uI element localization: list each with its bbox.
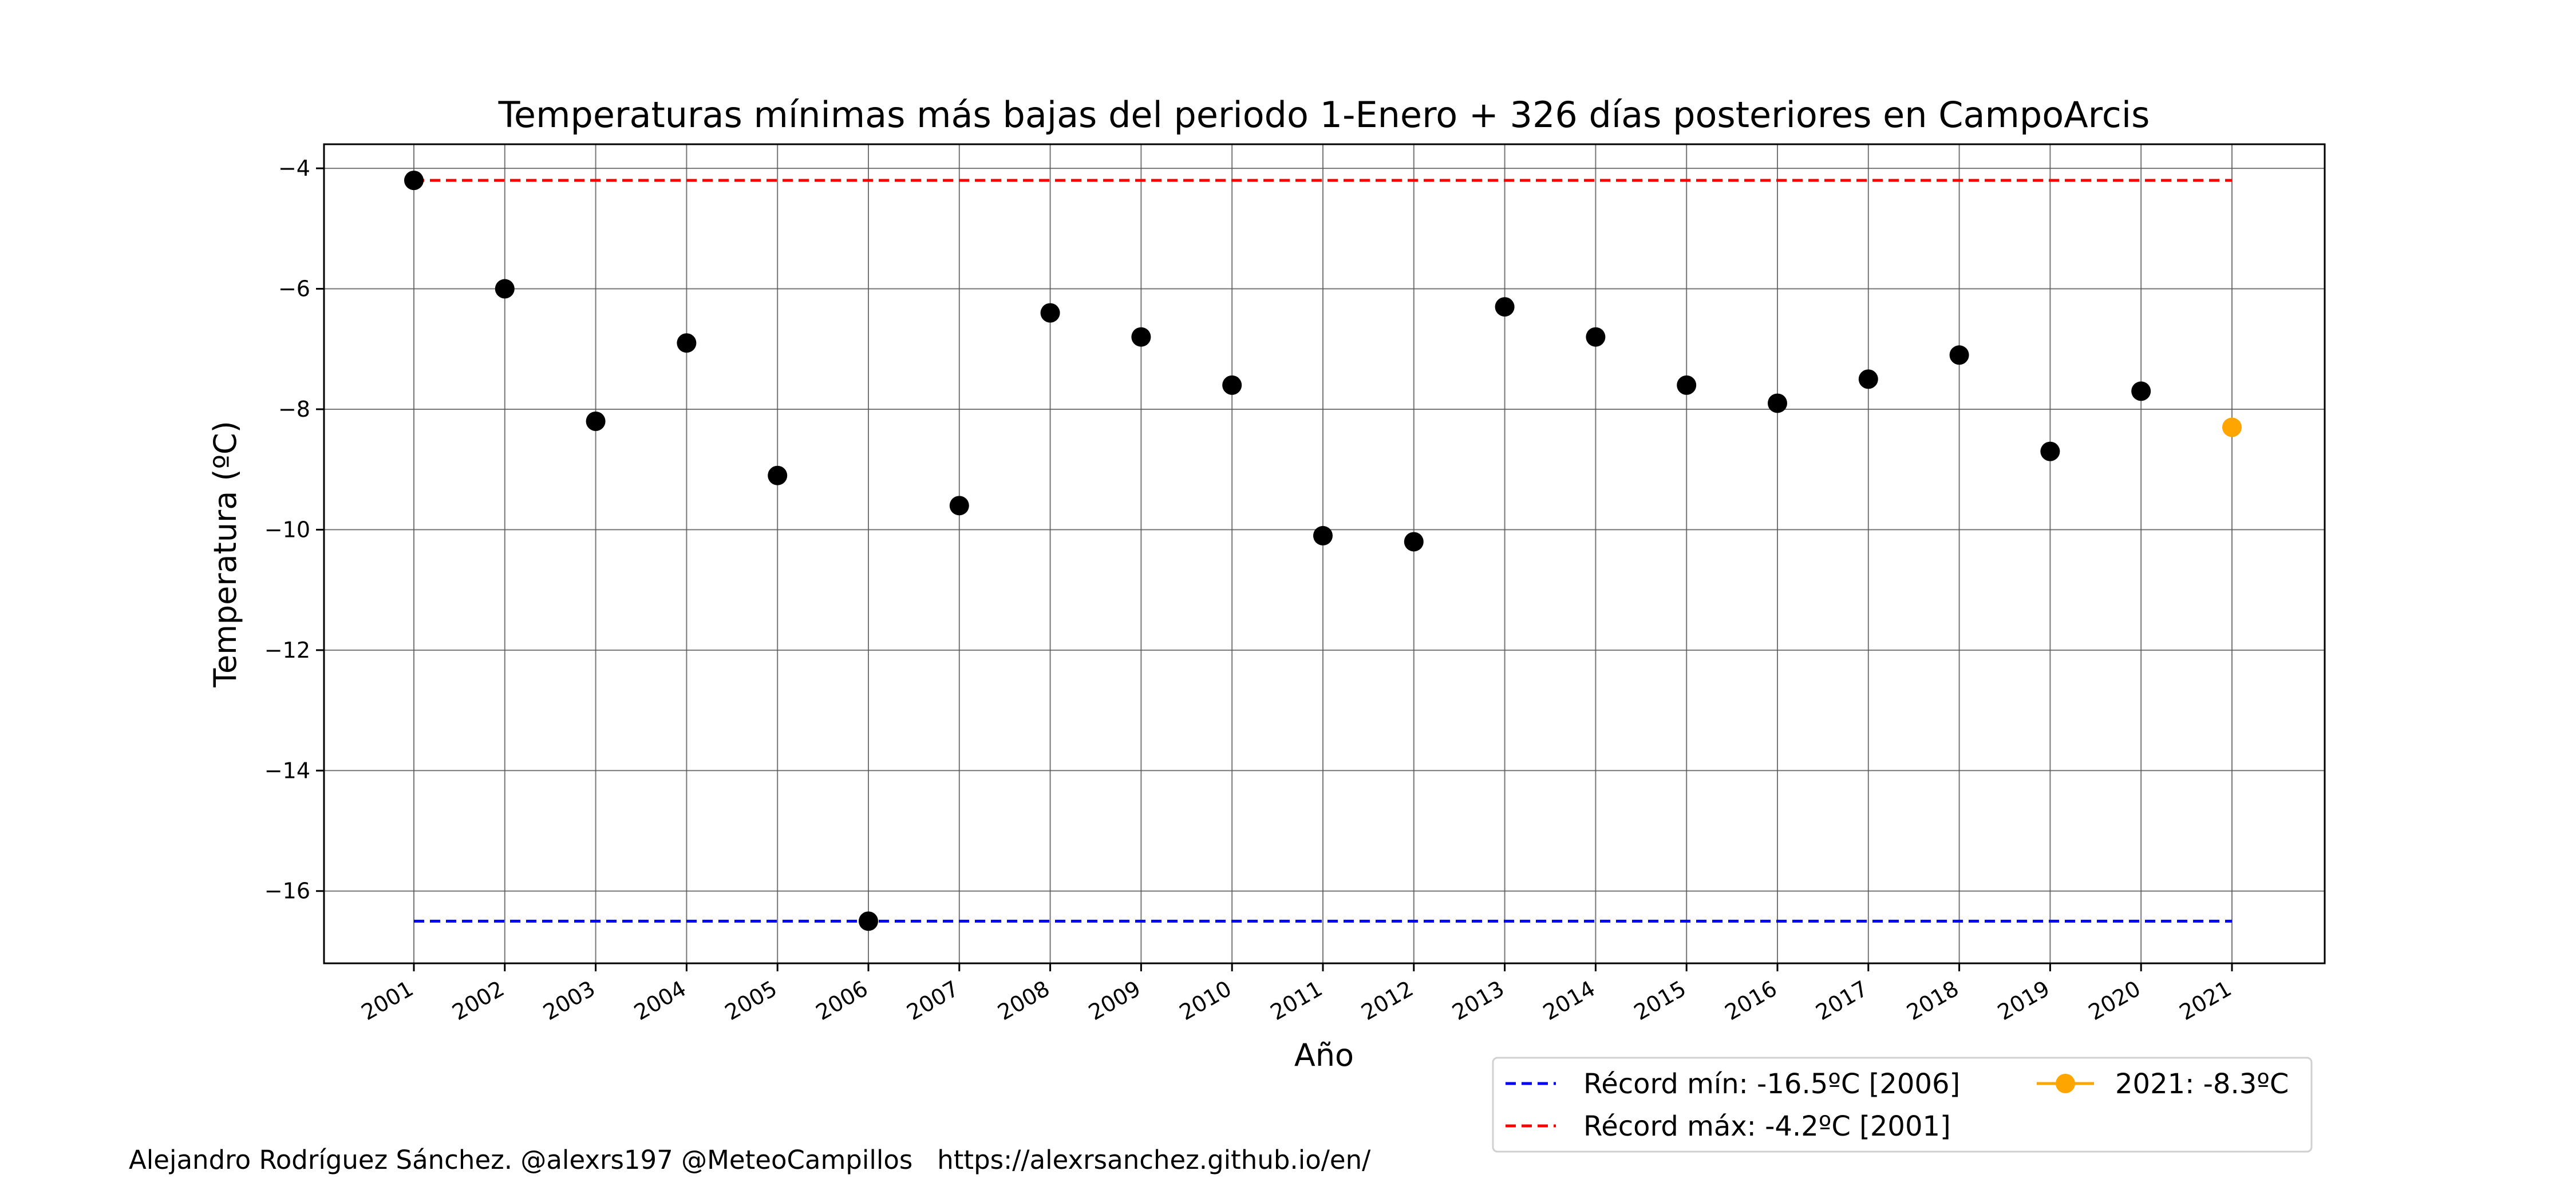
data-point [1313,525,1333,545]
legend-label-2021: 2021: -8.3ºC [2115,1068,2289,1100]
x-tick-label: 2021 [2175,976,2236,1025]
y-tick-label: −4 [278,156,310,181]
x-tick-label: 2008 [993,976,1054,1025]
data-point [2040,441,2060,461]
legend-box [1492,1057,2313,1153]
data-point [1586,327,1606,347]
data-point [1404,532,1424,552]
data-point [1677,375,1697,395]
y-axis-ticks: −4 −6 −8 −10 −12 −14 −16 [264,156,324,904]
data-point-2021 [2222,417,2242,437]
x-tick-label: 2005 [721,976,781,1025]
x-tick-label: 2015 [1630,976,1690,1025]
x-tick-label: 2006 [812,976,872,1025]
author-credit: Alejandro Rodríguez Sánchez. @alexrs197 … [129,1145,1371,1175]
data-point [1131,327,1151,347]
data-point [1858,369,1878,389]
x-tick-label: 2007 [903,976,963,1025]
x-tick-label: 2012 [1357,976,1418,1025]
reference-lines [414,179,2232,923]
data-points [404,171,2242,931]
x-tick-label: 2004 [630,976,690,1025]
y-tick-label: −8 [278,397,310,422]
x-tick-label: 2018 [1902,976,1963,1025]
x-axis-label: Año [1294,1037,1354,1073]
legend: Récord mín: -16.5ºC [2006] Récord máx: -… [1492,1057,2313,1153]
data-point [1768,393,1787,413]
legend-label-record-max: Récord máx: -4.2ºC [2001] [1583,1110,1951,1142]
x-tick-label: 2017 [1812,976,1872,1025]
x-tick-label: 2011 [1266,976,1327,1025]
x-tick-label: 2003 [539,976,599,1025]
y-tick-label: −12 [264,638,310,663]
y-tick-label: −6 [278,276,310,302]
plot-frame [323,143,2326,964]
x-tick-label: 2013 [1448,976,1508,1025]
x-tick-label: 2001 [357,976,418,1025]
data-point [586,412,606,432]
y-axis-label: Temperatura (ºC) [207,421,243,688]
data-point [949,496,969,516]
legend-label-record-min: Récord mín: -16.5ºC [2006] [1583,1068,1960,1100]
x-axis-ticks: 2001 2002 2003 2004 2005 2006 2007 2008 2009 2010… [357,963,2236,1025]
y-tick-label: −14 [264,758,310,783]
y-tick-label: −16 [264,879,310,904]
x-tick-label: 2020 [2084,976,2145,1025]
grid [324,144,2325,963]
data-point [1222,375,1242,395]
data-point [768,465,788,485]
data-point [677,333,697,353]
x-tick-label: 2002 [448,976,509,1025]
data-point [859,911,878,931]
data-point [2131,381,2151,401]
x-tick-label: 2010 [1175,976,1236,1025]
legend-marker-2021 [2056,1074,2075,1093]
chart-title: Temperaturas mínimas más bajas del perio… [498,94,2150,136]
x-tick-label: 2016 [1721,976,1781,1025]
x-tick-label: 2019 [1993,976,2054,1025]
data-point [404,171,424,191]
y-tick-label: −10 [264,517,310,542]
x-tick-label: 2014 [1539,976,1599,1025]
x-tick-label: 2009 [1084,976,1145,1025]
data-point [1949,345,1969,365]
data-point [1495,297,1515,317]
data-point [495,279,515,299]
data-point [1040,303,1060,323]
